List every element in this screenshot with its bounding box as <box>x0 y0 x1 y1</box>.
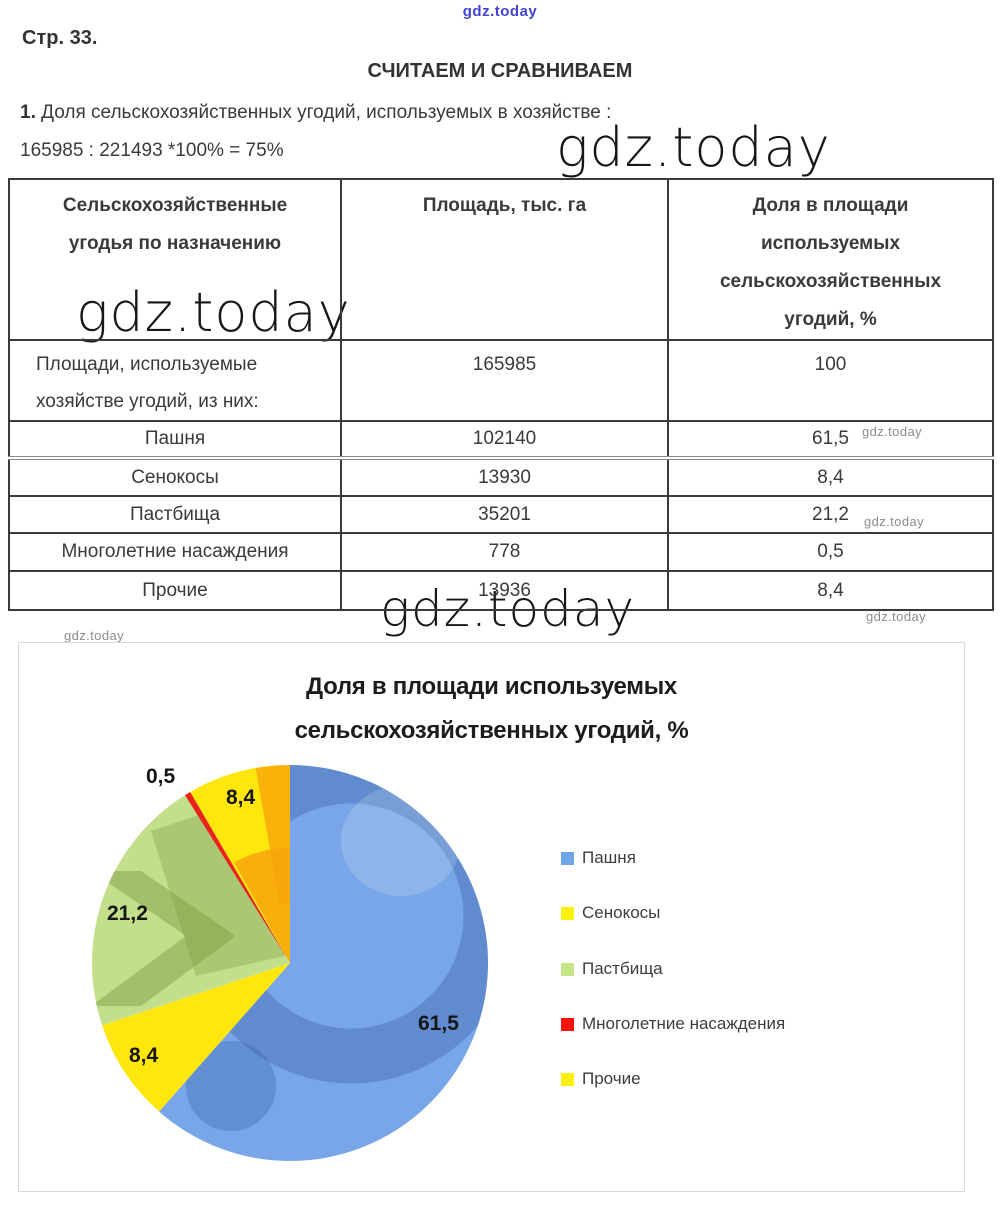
pie-slice-2 <box>92 795 290 1026</box>
cell-share: 61,5 <box>667 420 994 460</box>
cell-share: 100 <box>667 339 994 422</box>
slice-label-pasture: 21,2 <box>107 902 148 925</box>
cell-area: 13936 <box>340 570 669 611</box>
cell-category: Пастбища <box>8 495 342 534</box>
watermark-large: gdz.today <box>556 116 831 179</box>
pie-chart <box>81 756 501 1176</box>
chart-title-line1: Доля в площади используемых <box>306 673 677 700</box>
slice-label-other: 8,4 <box>226 786 256 809</box>
problem-statement: 1. Доля сельскохозяйственных угодий, исп… <box>20 102 611 124</box>
cell-area: 165985 <box>340 339 669 422</box>
legend-item: Сенокосы <box>561 903 660 923</box>
logo-watermark-overlay <box>255 765 290 904</box>
section-title: СЧИТАЕМ И СРАВНИВАЕМ <box>367 60 633 82</box>
pie-slice-1 <box>102 963 290 1112</box>
legend-item: Пашня <box>561 848 636 868</box>
header-cell-share: Доля в площади используемых сельскохозяй… <box>667 178 994 341</box>
land-use-table: Сельскохозяйственные угодья по назначени… <box>8 178 994 611</box>
legend-label: Прочие <box>582 1069 641 1088</box>
table-row: Прочие 13936 8,4 <box>8 570 994 611</box>
table-header-row: Сельскохозяйственные угодья по назначени… <box>8 178 994 341</box>
slice-label-hay: 8,4 <box>129 1044 159 1067</box>
cell-category: Сенокосы <box>8 457 342 497</box>
watermark-top-blue: gdz.today <box>462 3 538 20</box>
chart-title-line2: сельскохозяйственных угодий, % <box>294 717 689 744</box>
legend-swatch-blue <box>561 851 574 865</box>
logo-watermark-overlay <box>92 871 236 1006</box>
cell-share: 8,4 <box>667 570 994 611</box>
table-row: Пастбища 35201 21,2 <box>8 495 994 534</box>
legend-item: Пастбища <box>561 959 663 979</box>
table-row: Многолетние насаждения 778 0,5 <box>8 532 994 572</box>
logo-watermark-overlay <box>186 1041 276 1131</box>
cell-share: 8,4 <box>667 457 994 497</box>
pie-slice-3 <box>184 791 290 963</box>
watermark-small: gdz.today <box>866 609 926 624</box>
table-row: Пашня 102140 61,5 <box>8 420 994 460</box>
pie-chart-svg <box>92 765 489 1161</box>
slice-label-plow: 61,5 <box>418 1012 459 1035</box>
legend-swatch-green <box>561 962 574 976</box>
slice-label-perennial: 0,5 <box>146 765 176 788</box>
cell-category: Площади, используемые хозяйстве угодий, … <box>8 339 342 422</box>
cell-category: Многолетние насаждения <box>8 532 342 572</box>
cell-category: Пашня <box>8 420 342 460</box>
table-row: Площади, используемые хозяйстве угодий, … <box>8 339 994 422</box>
legend-label: Многолетние насаждения <box>582 1014 786 1033</box>
chart-title: Доля в площади используемых сельскохозяй… <box>19 665 964 753</box>
calculation-line: 165985 : 221493 *100% = 75% <box>20 140 284 161</box>
problem-number: 1. <box>20 102 36 123</box>
legend-swatch-red <box>561 1017 574 1031</box>
legend-item: Многолетние насаждения <box>561 1014 785 1034</box>
problem-text: Доля сельскохозяйственных угодий, исполь… <box>35 102 612 123</box>
cell-area: 13930 <box>340 457 669 497</box>
legend-label: Пашня <box>582 848 636 867</box>
legend-swatch-yellow <box>561 906 574 920</box>
legend-label: Пастбища <box>582 959 663 978</box>
cell-area: 35201 <box>340 495 669 534</box>
cell-share: 0,5 <box>667 532 994 572</box>
header-cell-area: Площадь, тыс. га <box>340 178 669 341</box>
watermark-small: gdz.today <box>64 628 124 643</box>
cell-area: 778 <box>340 532 669 572</box>
legend-label: Сенокосы <box>582 903 661 922</box>
logo-watermark-overlay <box>341 786 461 896</box>
page-label: Стр. 33. <box>22 27 98 49</box>
pie-slice-0 <box>159 765 489 1161</box>
table-row: Сенокосы 13930 8,4 <box>8 457 994 497</box>
legend-item: Прочие <box>561 1069 641 1089</box>
header-cell-category: Сельскохозяйственные угодья по назначени… <box>8 178 342 341</box>
cell-category: Прочие <box>8 570 342 611</box>
legend-swatch-yellow2 <box>561 1072 574 1086</box>
cell-area: 102140 <box>340 420 669 460</box>
chart-panel: Доля в площади используемых сельскохозяй… <box>18 642 965 1192</box>
cell-share: 21,2 <box>667 495 994 534</box>
